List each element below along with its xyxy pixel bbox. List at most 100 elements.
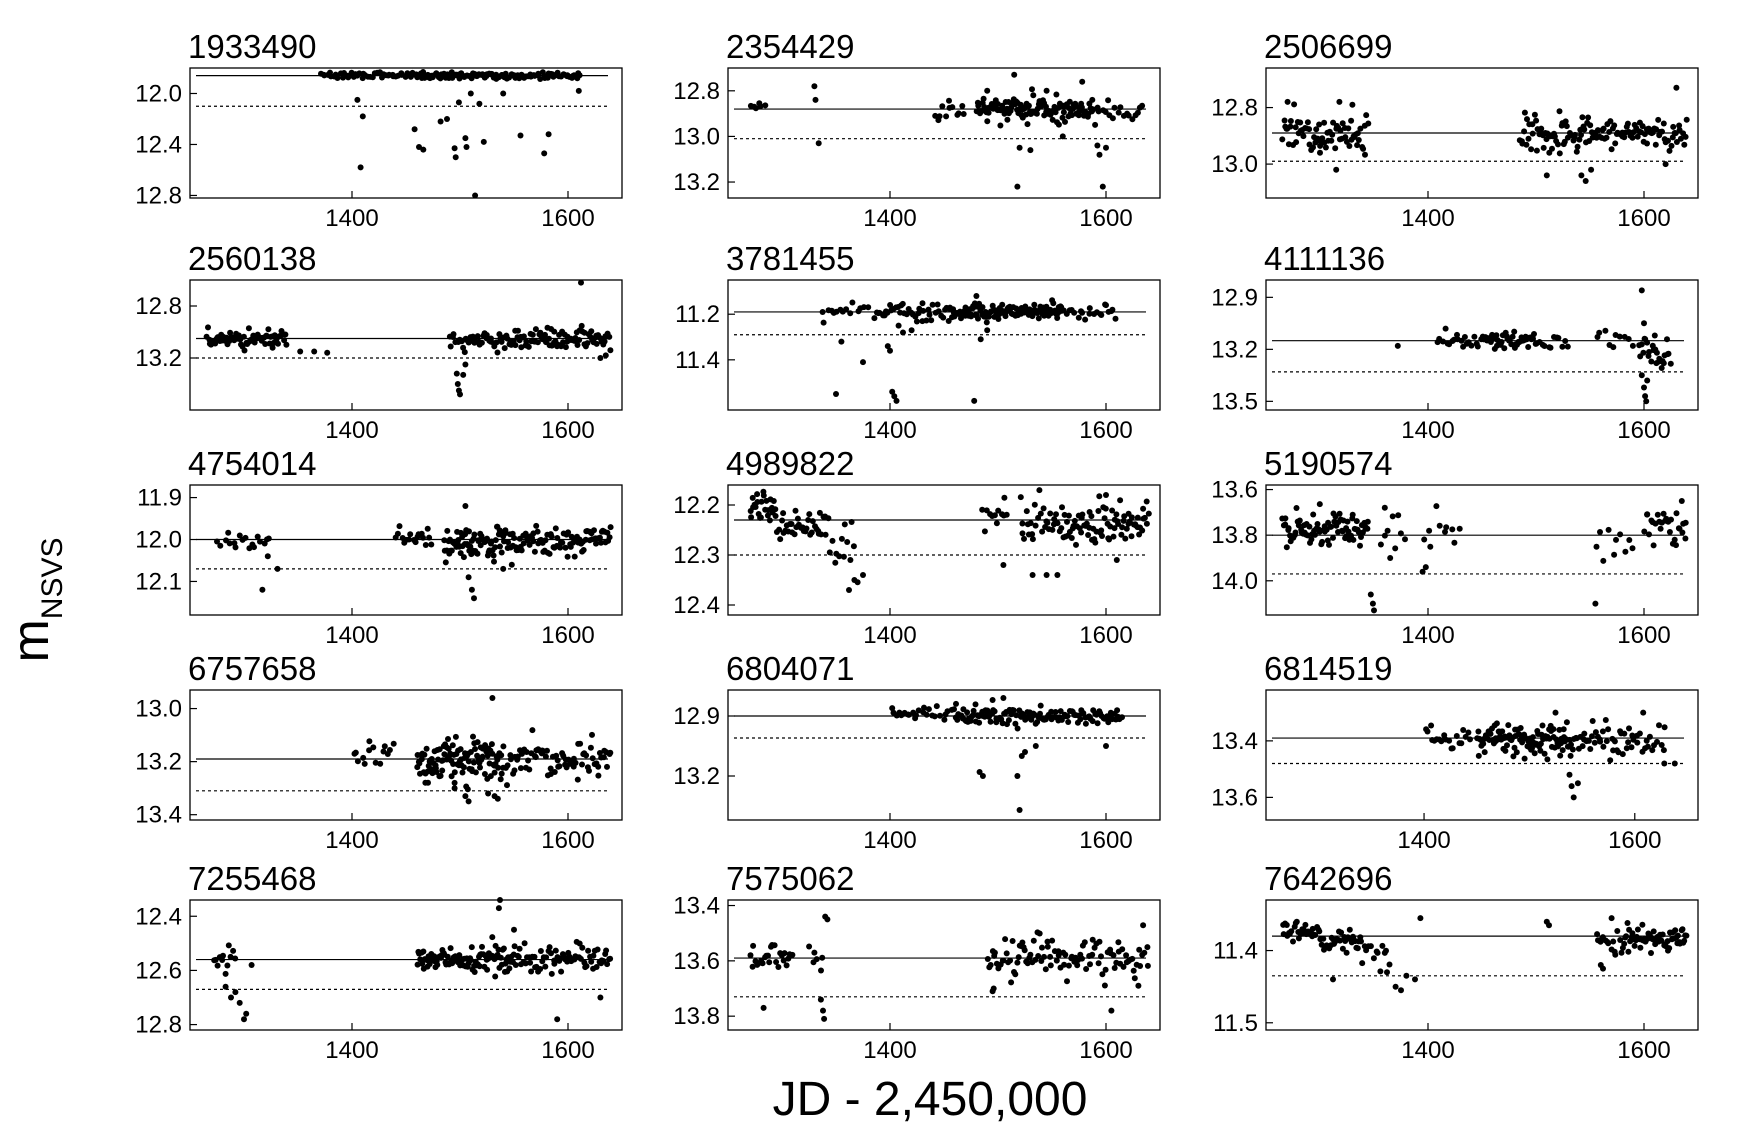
data-point <box>420 534 426 541</box>
data-point <box>969 712 976 719</box>
data-point <box>551 960 558 967</box>
data-point <box>497 543 503 550</box>
data-point <box>492 544 499 551</box>
data-point <box>1022 749 1028 755</box>
data-point <box>771 942 778 949</box>
data-point <box>1677 135 1684 142</box>
data-point <box>987 962 994 968</box>
data-point <box>419 960 426 967</box>
data-point <box>462 361 469 368</box>
data-point <box>1644 511 1651 518</box>
data-point <box>1394 342 1401 349</box>
data-point <box>1106 536 1113 543</box>
data-point <box>466 528 472 535</box>
plot-frame <box>189 484 623 616</box>
data-point <box>1304 119 1311 126</box>
data-point <box>1683 932 1690 939</box>
y-tick-label: 12.4 <box>673 592 720 619</box>
x-tick-label: 1400 <box>1401 417 1454 444</box>
data-point <box>462 135 469 142</box>
data-point <box>1594 931 1601 938</box>
data-point <box>1523 141 1530 148</box>
data-point <box>1417 915 1424 922</box>
data-point <box>1655 116 1662 123</box>
data-point <box>465 798 472 805</box>
data-point <box>1078 529 1085 536</box>
data-point <box>1651 332 1658 339</box>
data-point <box>1103 144 1109 151</box>
data-point <box>1144 944 1151 951</box>
data-point <box>497 897 503 903</box>
data-point <box>1029 531 1036 538</box>
data-point <box>1529 734 1536 741</box>
data-point <box>500 90 507 97</box>
data-point <box>568 533 575 540</box>
data-point <box>1134 109 1141 116</box>
data-point <box>1508 341 1515 348</box>
data-point <box>516 945 523 952</box>
data-point <box>531 548 538 555</box>
data-point <box>984 118 991 125</box>
data-point <box>445 736 451 742</box>
data-point <box>1120 517 1127 524</box>
data-point <box>1398 987 1404 994</box>
data-point <box>1578 132 1584 138</box>
data-point <box>565 529 572 536</box>
data-point <box>583 963 590 970</box>
data-point <box>498 549 505 556</box>
data-point <box>1364 518 1371 525</box>
data-point <box>532 754 539 761</box>
data-point <box>1060 109 1067 116</box>
data-point <box>1648 950 1654 956</box>
data-point <box>779 517 786 524</box>
data-point <box>1387 555 1394 561</box>
data-point <box>434 961 441 968</box>
data-point <box>354 96 361 103</box>
data-point <box>1570 794 1577 801</box>
data-point <box>529 331 536 338</box>
data-point <box>1666 147 1673 154</box>
x-tick-label: 1600 <box>1617 622 1670 649</box>
data-point <box>1533 147 1540 154</box>
data-point <box>442 559 449 566</box>
data-point <box>484 966 491 973</box>
data-point <box>484 752 491 759</box>
data-point <box>860 359 866 366</box>
data-point <box>490 552 497 559</box>
data-point <box>366 738 373 745</box>
data-point <box>469 333 476 340</box>
data-point <box>1638 287 1645 294</box>
data-point <box>1061 961 1068 968</box>
data-point <box>989 697 996 703</box>
data-point <box>1297 119 1304 126</box>
data-point <box>1103 492 1109 498</box>
panel-title: 4989822 <box>726 445 854 482</box>
data-point <box>805 517 812 523</box>
data-point <box>812 96 819 103</box>
data-point <box>973 293 980 299</box>
data-point <box>257 538 263 545</box>
data-point <box>354 758 361 765</box>
data-point <box>449 742 456 749</box>
data-point <box>1367 943 1374 950</box>
data-point <box>1597 738 1604 745</box>
data-point <box>1666 529 1673 535</box>
data-point <box>1329 131 1336 138</box>
data-point <box>1014 725 1021 732</box>
data-point <box>1095 108 1102 115</box>
data-point <box>1123 952 1130 959</box>
data-point <box>1062 951 1069 958</box>
data-point <box>822 531 829 538</box>
data-point <box>491 769 498 776</box>
data-point <box>1384 527 1391 534</box>
x-tick-label: 1400 <box>325 827 378 854</box>
data-point <box>591 527 597 534</box>
data-point <box>1639 123 1646 130</box>
data-point <box>1555 335 1562 341</box>
data-point <box>1102 505 1109 512</box>
data-point <box>985 109 992 116</box>
data-point <box>1314 521 1321 527</box>
data-point <box>521 940 528 947</box>
data-point <box>1629 134 1636 141</box>
data-point <box>1582 178 1589 184</box>
